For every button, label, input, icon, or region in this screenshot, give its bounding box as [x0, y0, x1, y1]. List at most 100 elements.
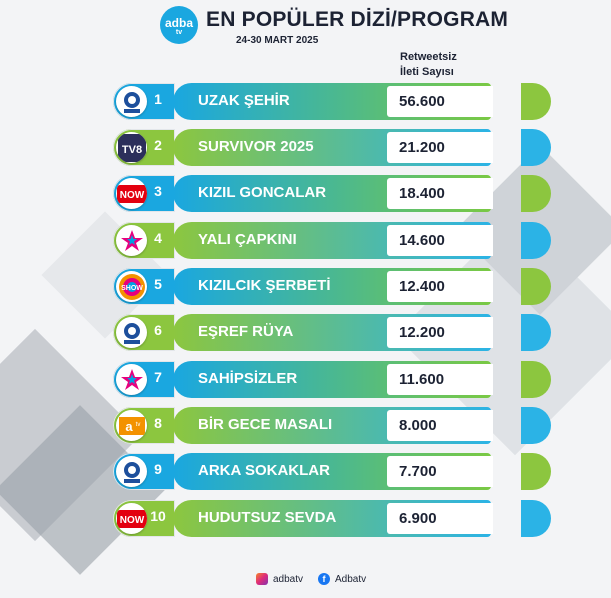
ranking-row: 9 ARKA SOKAKLAR 7.700: [113, 453, 551, 490]
ranking-row: 4 YALI ÇAPKINI 14.600: [113, 222, 551, 259]
bar-end-cap: [521, 175, 551, 212]
program-bar: BİR GECE MASALI 8.000: [173, 407, 551, 444]
value-box: 8.000: [387, 410, 493, 441]
value-box: 14.600: [387, 225, 493, 256]
logo-sub: tv: [175, 29, 183, 36]
page-title: EN POPÜLER DİZİ/PROGRAM: [206, 8, 509, 31]
program-bar: KIZILCIK ŞERBETİ 12.400: [173, 268, 551, 305]
program-bar: SURVIVOR 2025 21.200: [173, 129, 551, 166]
rank-number: 2: [154, 137, 162, 153]
program-name: KIZIL GONCALAR: [198, 184, 327, 201]
value-box: 12.400: [387, 271, 493, 302]
value-box: 56.600: [387, 86, 493, 117]
value-box: 11.600: [387, 364, 493, 395]
program-bar: HUDUTSUZ SEVDA 6.900: [173, 500, 551, 537]
ranking-row: 7 SAHİPSİZLER 11.600: [113, 361, 551, 398]
program-bar: EŞREF RÜYA 12.200: [173, 314, 551, 351]
rank-number: 4: [154, 230, 162, 246]
post-count: 21.200: [399, 139, 445, 156]
program-name: SURVIVOR 2025: [198, 138, 314, 155]
rank-number: 6: [154, 322, 162, 338]
kanal-d-icon: [116, 317, 147, 348]
post-count: 7.700: [399, 463, 437, 480]
bar-end-cap: [521, 453, 551, 490]
program-name: YALI ÇAPKINI: [198, 231, 297, 248]
post-count: 12.400: [399, 278, 445, 295]
adba-tv-logo: adba tv: [160, 6, 198, 44]
logo-text: adba: [164, 16, 193, 30]
bar-end-cap: [521, 83, 551, 120]
ranking-row: SHOW 5 KIZILCIK ŞERBETİ 12.400: [113, 268, 551, 305]
facebook-link[interactable]: f Adbatv: [318, 573, 366, 585]
program-name: BİR GECE MASALI: [198, 416, 333, 433]
rank-number: 7: [154, 369, 162, 385]
rank-number: 9: [154, 461, 162, 477]
program-bar: KIZIL GONCALAR 18.400: [173, 175, 551, 212]
bar-end-cap: [521, 222, 551, 259]
bar-end-cap: [521, 268, 551, 305]
value-box: 21.200: [387, 132, 493, 163]
column-header-line1: Retweetsiz: [400, 51, 457, 63]
column-header: Retweetsiz İleti Sayısı: [400, 50, 457, 80]
program-name: HUDUTSUZ SEVDA: [198, 509, 337, 526]
ranking-row: NOW 10 HUDUTSUZ SEVDA 6.900: [113, 500, 551, 537]
rank-number: 1: [154, 91, 162, 107]
bar-end-cap: [521, 361, 551, 398]
rank-number: 5: [154, 276, 162, 292]
post-count: 18.400: [399, 185, 445, 202]
ranking-row: 1 UZAK ŞEHİR 56.600: [113, 83, 551, 120]
svg-text:SHOW: SHOW: [121, 285, 143, 292]
post-count: 11.600: [399, 371, 445, 388]
value-box: 7.700: [387, 456, 493, 487]
instagram-icon: [256, 573, 268, 585]
program-bar: SAHİPSİZLER 11.600: [173, 361, 551, 398]
star-tv-icon: [116, 364, 147, 395]
header: adba tv EN POPÜLER DİZİ/PROGRAM 24-30 MA…: [0, 0, 611, 80]
bar-end-cap: [521, 500, 551, 537]
bar-end-cap: [521, 129, 551, 166]
post-count: 14.600: [399, 232, 445, 249]
value-box: 6.900: [387, 503, 493, 534]
ranking-row: 6 EŞREF RÜYA 12.200: [113, 314, 551, 351]
post-count: 56.600: [399, 93, 445, 110]
instagram-link[interactable]: adbatv: [256, 573, 303, 585]
show-tv-icon: SHOW: [116, 271, 147, 302]
program-name: ARKA SOKAKLAR: [198, 462, 330, 479]
column-header-line2: İleti Sayısı: [400, 66, 454, 78]
svg-text:TV8: TV8: [121, 144, 141, 156]
svg-text:NOW: NOW: [119, 190, 144, 201]
program-bar: YALI ÇAPKINI 14.600: [173, 222, 551, 259]
post-count: 12.200: [399, 324, 445, 341]
bar-end-cap: [521, 407, 551, 444]
now-icon: NOW: [116, 503, 147, 534]
svg-text:tv: tv: [135, 422, 140, 428]
program-name: EŞREF RÜYA: [198, 323, 294, 340]
ranking-row: TV8 2 SURVIVOR 2025 21.200: [113, 129, 551, 166]
footer: adbatv f Adbatv: [0, 570, 611, 590]
tv8-icon: TV8: [116, 132, 147, 163]
program-name: UZAK ŞEHİR: [198, 92, 290, 109]
rank-number: 10: [150, 508, 166, 524]
program-name: SAHİPSİZLER: [198, 370, 298, 387]
post-count: 8.000: [399, 417, 437, 434]
value-box: 18.400: [387, 178, 493, 209]
kanal-d-icon: [116, 456, 147, 487]
value-box: 12.200: [387, 317, 493, 348]
ranking-row: a tv 8 BİR GECE MASALI 8.000: [113, 407, 551, 444]
svg-text:NOW: NOW: [119, 515, 144, 526]
facebook-handle: Adbatv: [335, 573, 367, 585]
date-range: 24-30 MART 2025: [236, 35, 319, 46]
facebook-icon: f: [318, 573, 330, 585]
post-count: 6.900: [399, 510, 437, 527]
svg-text:a: a: [125, 419, 133, 434]
now-icon: NOW: [116, 178, 147, 209]
star-tv-icon: [116, 225, 147, 256]
instagram-handle: adbatv: [273, 573, 304, 585]
bar-end-cap: [521, 314, 551, 351]
program-bar: ARKA SOKAKLAR 7.700: [173, 453, 551, 490]
rank-number: 8: [154, 415, 162, 431]
rank-number: 3: [154, 183, 162, 199]
atv-icon: a tv: [116, 410, 147, 441]
ranking-row: NOW 3 KIZIL GONCALAR 18.400: [113, 175, 551, 212]
program-bar: UZAK ŞEHİR 56.600: [173, 83, 551, 120]
